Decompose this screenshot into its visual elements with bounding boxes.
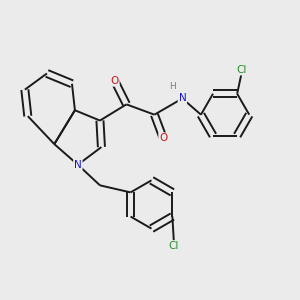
Text: Cl: Cl <box>236 64 247 75</box>
Text: O: O <box>159 133 167 143</box>
Text: N: N <box>178 94 186 103</box>
Text: O: O <box>110 76 119 86</box>
Text: N: N <box>74 160 82 170</box>
Text: H: H <box>169 82 176 91</box>
Text: Cl: Cl <box>169 241 179 251</box>
